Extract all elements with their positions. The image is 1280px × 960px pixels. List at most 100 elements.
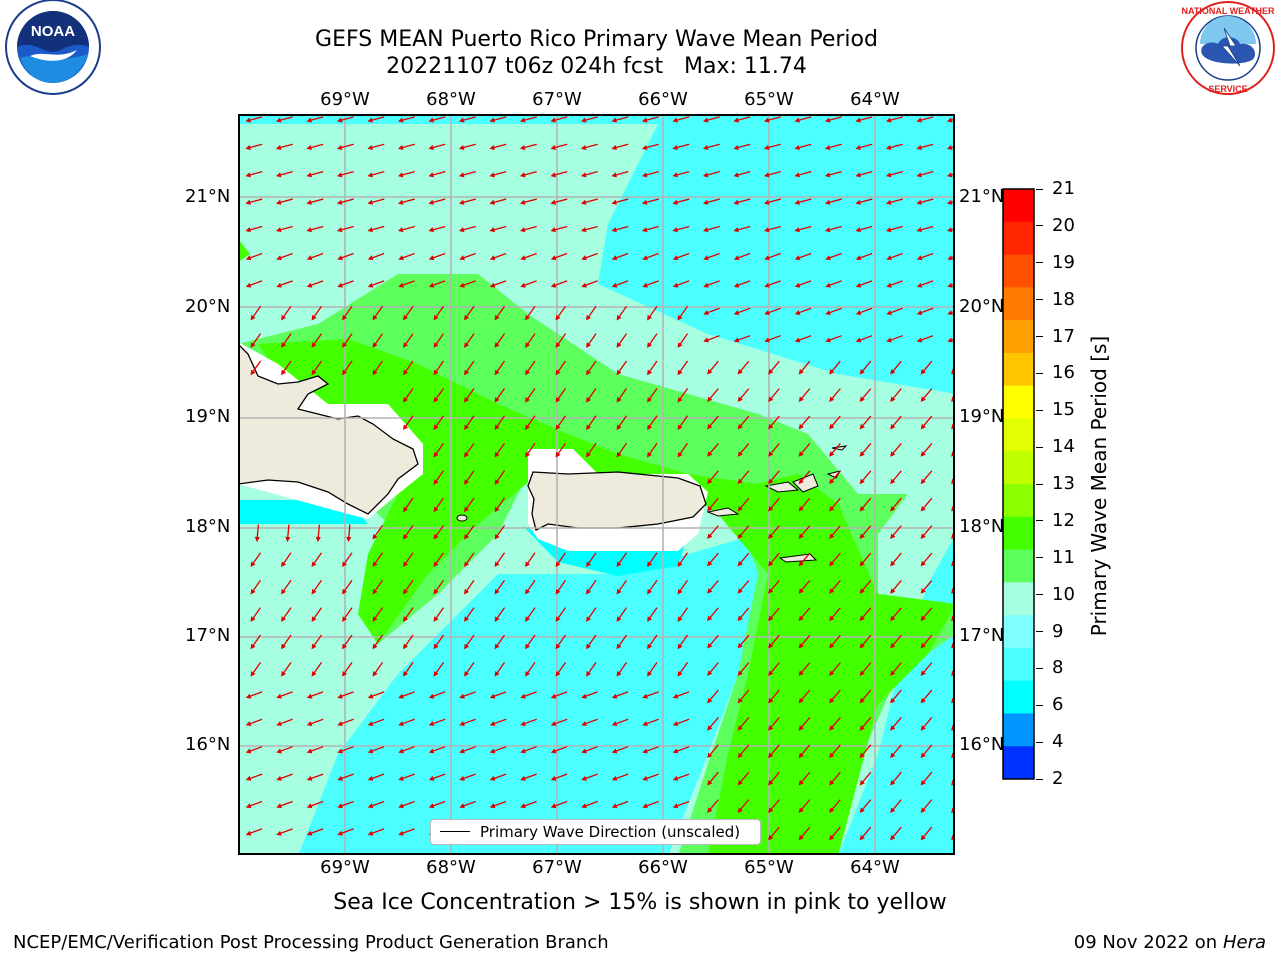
wave-direction-arrowhead [829, 752, 835, 759]
wave-direction-arrowhead [428, 199, 434, 205]
wave-direction-arrowhead [403, 616, 409, 622]
wave-direction-arrowhead [677, 588, 683, 595]
lon-label-bottom-66w: 66°W [638, 857, 688, 878]
wave-direction-arrowhead [464, 671, 470, 677]
wave-direction-arrowhead [397, 144, 404, 150]
wave-direction-arrowhead [702, 199, 709, 205]
wave-direction-arrowhead [825, 310, 831, 315]
wave-direction-arrowhead [586, 314, 592, 321]
wave-direction-arrowhead [433, 643, 439, 650]
wave-direction-arrowhead [859, 533, 865, 539]
wave-direction-arrowhead [829, 396, 835, 402]
wave-direction-arrowhead [611, 748, 618, 754]
wave-direction-arrowhead [794, 255, 801, 261]
wave-direction-arrowhead [245, 721, 252, 726]
wave-direction-arrowhead [342, 643, 348, 650]
noaa-logo-text: NOAA [31, 23, 75, 40]
lon-label-bottom-69w: 69°W [320, 857, 370, 878]
colorbar-segment [1003, 680, 1034, 714]
wave-direction-arrowhead [428, 144, 434, 150]
wave-direction-arrowhead [403, 424, 409, 431]
wave-direction-arrowhead [886, 255, 892, 261]
colorbar-tick-mark [1036, 557, 1043, 559]
wave-direction-arrowhead [768, 478, 774, 485]
wave-direction-arrowhead [494, 369, 500, 376]
wave-direction-arrowhead [890, 834, 896, 841]
wave-direction-arrowhead [611, 775, 618, 781]
wave-direction-arrowhead [611, 144, 617, 150]
wave-direction-arrowhead [737, 396, 743, 402]
colorbar-tick-label: 15 [1052, 399, 1075, 421]
wave-direction-arrowhead [433, 451, 439, 458]
wave-direction-arrowhead [672, 117, 678, 123]
colorbar-segment [1003, 484, 1034, 518]
colorbar [1002, 188, 1035, 780]
wave-direction-arrowhead [464, 588, 470, 595]
wave-direction-arrowhead [642, 721, 648, 726]
wave-direction-arrowhead [798, 615, 804, 622]
wave-direction-arrowhead [464, 479, 470, 485]
wave-direction-arrowhead [859, 834, 865, 841]
wave-direction-arrowhead [798, 752, 804, 759]
wave-direction-arrowhead [616, 451, 622, 458]
wave-direction-arrowhead [798, 807, 804, 813]
wave-direction-arrowhead [336, 172, 343, 178]
footer-producer: NCEP/EMC/Verification Post Processing Pr… [13, 932, 609, 953]
wave-direction-arrowhead [702, 227, 709, 233]
lat-label-right-19n: 19°N [959, 406, 1005, 427]
wave-direction-arrowhead [829, 643, 835, 649]
wave-direction-arrowhead [494, 671, 500, 677]
colorbar-segment [1003, 451, 1034, 485]
wave-direction-arrowhead [916, 172, 922, 178]
wave-direction-arrowhead [702, 144, 709, 150]
colorbar-tick-label: 10 [1052, 583, 1075, 605]
wave-direction-arrowhead [733, 172, 739, 178]
wave-direction-arrowhead [276, 830, 282, 836]
lat-label-left-18n: 18°N [185, 516, 231, 537]
lon-label-top-65w: 65°W [744, 89, 794, 110]
wave-direction-arrowhead [525, 561, 531, 568]
wave-direction-arrowhead [855, 282, 862, 288]
wave-direction-arrowhead [433, 342, 439, 348]
wave-direction-arrowhead [346, 536, 352, 542]
wave-direction-arrowhead [525, 451, 531, 458]
legend-label: Primary Wave Direction (unscaled) [480, 823, 741, 841]
wave-direction-arrowhead [520, 803, 526, 809]
wave-direction-arrowhead [647, 643, 653, 650]
wave-direction-arrowhead [855, 117, 861, 123]
wave-direction-arrowhead [859, 807, 865, 813]
wave-direction-arrowhead [519, 227, 526, 233]
wave-direction-arrowhead [367, 693, 374, 699]
wave-direction-arrowhead [647, 424, 653, 431]
wave-direction-arrowhead [829, 533, 835, 539]
wave-direction-arrowhead [489, 144, 495, 150]
wave-direction-arrowhead [768, 506, 774, 512]
wave-direction-arrowhead [311, 342, 317, 348]
wave-direction-arrowhead [647, 342, 653, 348]
wave-direction-arrowhead [672, 721, 679, 726]
wave-direction-arrowhead [672, 199, 678, 205]
wave-direction-arrowhead [250, 369, 256, 376]
wave-direction-arrowhead [890, 478, 896, 485]
wave-direction-arrowhead [829, 451, 835, 457]
wave-direction-arrowhead [586, 588, 592, 595]
wave-direction-arrowhead [890, 451, 896, 457]
colorbar-label: Primary Wave Mean Period [s] [1087, 335, 1111, 637]
wave-direction-arrowhead [794, 227, 800, 233]
wave-direction-arrowhead [946, 199, 953, 205]
wave-direction-arrowhead [276, 803, 282, 809]
wave-direction-arrowhead [642, 803, 648, 809]
wave-direction-arrowhead [398, 830, 404, 836]
colorbar-tick-label: 6 [1052, 694, 1064, 716]
wave-direction-arrowhead [275, 172, 282, 178]
colorbar-segment [1003, 516, 1034, 551]
wave-direction-arrowhead [733, 117, 739, 123]
wave-direction-arrowhead [859, 478, 865, 485]
wave-direction-arrowhead [398, 721, 404, 726]
chart-subtitle: 20221107 t06z 024h fcst Max: 11.74 [386, 54, 807, 79]
lon-label-top-68w: 68°W [426, 89, 476, 110]
wave-direction-arrowhead [920, 697, 926, 704]
wave-direction-arrowhead [581, 721, 587, 726]
wave-direction-arrowhead [920, 588, 926, 594]
colorbar-tick-mark [1036, 372, 1043, 374]
